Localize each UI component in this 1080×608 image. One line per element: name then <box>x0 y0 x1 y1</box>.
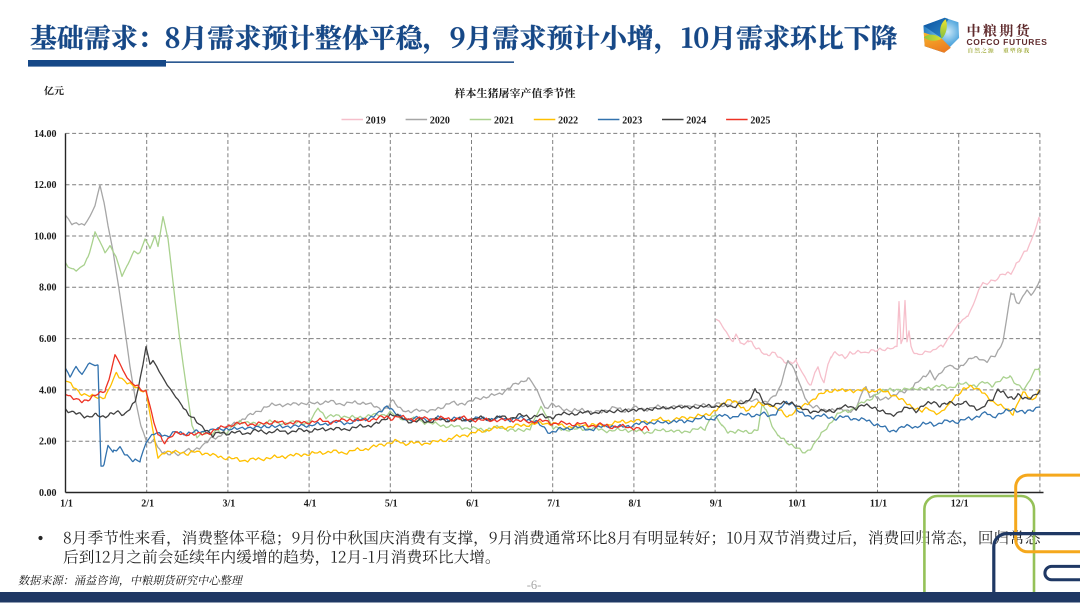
svg-text:-6-: -6- <box>527 578 542 592</box>
svg-text:7/1: 7/1 <box>547 499 560 510</box>
svg-text:2/1: 2/1 <box>141 499 154 510</box>
svg-text:5/1: 5/1 <box>385 499 398 510</box>
svg-text:12.00: 12.00 <box>34 180 57 191</box>
svg-text:8/1: 8/1 <box>629 499 642 510</box>
svg-text:10.00: 10.00 <box>34 231 57 242</box>
svg-text:1/1: 1/1 <box>60 499 73 510</box>
svg-text:14.00: 14.00 <box>34 129 57 140</box>
svg-text:2019: 2019 <box>366 115 386 126</box>
svg-text:8.00: 8.00 <box>39 283 57 294</box>
svg-text:2025: 2025 <box>750 115 770 126</box>
svg-text:0.00: 0.00 <box>39 488 57 499</box>
svg-text:2023: 2023 <box>622 115 642 126</box>
svg-text:2020: 2020 <box>430 115 450 126</box>
svg-text:2024: 2024 <box>686 115 706 126</box>
svg-text:9/1: 9/1 <box>710 499 723 510</box>
svg-text:2.00: 2.00 <box>39 437 57 448</box>
svg-text:2022: 2022 <box>558 115 578 126</box>
svg-text:12/1: 12/1 <box>951 499 969 510</box>
svg-text:4.00: 4.00 <box>39 385 57 396</box>
svg-text:4/1: 4/1 <box>304 499 317 510</box>
svg-text:3/1: 3/1 <box>223 499 236 510</box>
svg-text:11/1: 11/1 <box>870 499 887 510</box>
svg-text:6.00: 6.00 <box>39 334 57 345</box>
svg-text:10/1: 10/1 <box>788 499 806 510</box>
svg-text:6/1: 6/1 <box>466 499 479 510</box>
svg-text:2021: 2021 <box>494 115 514 126</box>
